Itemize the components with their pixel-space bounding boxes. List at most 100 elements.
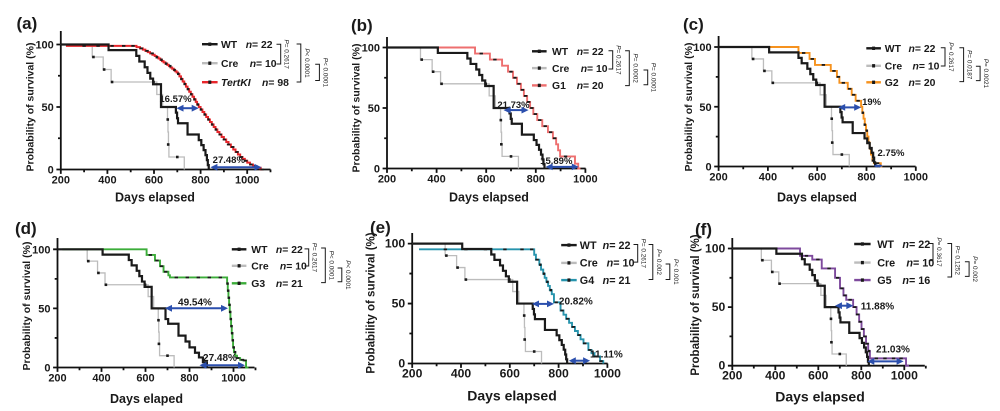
svg-text:400: 400 — [98, 175, 116, 187]
svg-text:800: 800 — [180, 373, 198, 385]
svg-text:Cre: Cre — [221, 59, 239, 70]
svg-text:49.54%: 49.54% — [178, 298, 212, 309]
svg-text:800: 800 — [191, 175, 209, 187]
svg-text:200: 200 — [378, 174, 396, 186]
svg-text:600: 600 — [808, 369, 829, 383]
svg-text:50: 50 — [38, 303, 50, 315]
svg-text:P= 0.002: P= 0.002 — [655, 249, 662, 275]
svg-text:WT: WT — [580, 240, 597, 252]
svg-text:1000: 1000 — [235, 175, 259, 187]
svg-text:P< 0.0001: P< 0.0001 — [303, 48, 310, 78]
svg-text:200: 200 — [722, 369, 743, 383]
svg-text:n= 10: n= 10 — [913, 62, 940, 73]
svg-text:100: 100 — [693, 42, 711, 54]
svg-text:TertKI: TertKI — [221, 78, 252, 89]
svg-text:Cre: Cre — [580, 258, 598, 270]
svg-text:P= 0.3617: P= 0.3617 — [935, 237, 942, 267]
svg-text:Probability of survival (%): Probability of survival (%) — [25, 43, 37, 172]
svg-text:P< 0.001: P< 0.001 — [672, 259, 679, 285]
svg-text:0: 0 — [48, 165, 54, 177]
svg-text:50: 50 — [392, 297, 406, 311]
svg-text:WT: WT — [885, 44, 902, 55]
svg-text:P= 0.002: P= 0.002 — [971, 256, 978, 282]
svg-text:Days elaped: Days elaped — [110, 392, 183, 406]
svg-text:200: 200 — [48, 373, 66, 385]
svg-text:100: 100 — [705, 242, 726, 256]
svg-text:800: 800 — [857, 172, 875, 184]
svg-text:400: 400 — [765, 369, 786, 383]
svg-text:Probability of survival (%): Probability of survival (%) — [683, 43, 695, 172]
svg-text:P= 0.0001: P= 0.0001 — [650, 63, 657, 93]
svg-text:Cre: Cre — [251, 262, 269, 273]
svg-text:n= 22: n= 22 — [909, 44, 936, 55]
svg-text:Days elapsed: Days elapsed — [449, 191, 529, 205]
svg-text:P< 0.0001: P< 0.0001 — [321, 58, 328, 88]
svg-text:16.57%: 16.57% — [159, 94, 192, 105]
svg-text:n= 22: n= 22 — [246, 40, 273, 51]
svg-text:50: 50 — [368, 103, 380, 115]
svg-text:600: 600 — [145, 175, 163, 187]
svg-text:100: 100 — [385, 237, 406, 251]
svg-text:n= 10: n= 10 — [581, 64, 608, 75]
svg-text:50: 50 — [699, 102, 711, 114]
svg-text:0: 0 — [705, 162, 711, 174]
svg-text:21.03%: 21.03% — [876, 345, 910, 356]
svg-text:Cre: Cre — [885, 62, 903, 73]
svg-text:50: 50 — [712, 300, 726, 314]
svg-text:Probability of survival (%): Probability of survival (%) — [21, 242, 33, 371]
svg-text:P= 0.2617: P= 0.2617 — [640, 239, 647, 269]
svg-text:n= 20: n= 20 — [577, 81, 604, 92]
svg-text:20.82%: 20.82% — [559, 297, 593, 308]
svg-text:n= 20: n= 20 — [909, 78, 936, 89]
svg-text:21.73%: 21.73% — [497, 100, 530, 111]
svg-text:(f): (f) — [695, 220, 712, 239]
svg-text:400: 400 — [451, 367, 472, 381]
svg-text:1000: 1000 — [904, 172, 928, 184]
svg-text:11.88%: 11.88% — [861, 301, 894, 312]
svg-text:P< 0.0001: P< 0.0001 — [344, 260, 351, 290]
svg-text:WT: WT — [877, 239, 894, 251]
svg-text:600: 600 — [136, 373, 154, 385]
svg-text:15.89%: 15.89% — [540, 156, 573, 167]
svg-text:G4: G4 — [580, 275, 594, 287]
svg-text:400: 400 — [92, 373, 110, 385]
svg-text:(b): (b) — [351, 16, 373, 35]
svg-text:Probability of survival (%): Probability of survival (%) — [366, 232, 378, 373]
svg-text:27.48%: 27.48% — [203, 353, 237, 364]
svg-text:800: 800 — [527, 174, 545, 186]
svg-text:n= 22: n= 22 — [902, 239, 930, 251]
svg-text:n= 10: n= 10 — [607, 258, 635, 270]
svg-text:Probability of survival (%): Probability of survival (%) — [690, 234, 702, 375]
svg-text:n= 22: n= 22 — [276, 245, 303, 256]
svg-text:Days elapsed: Days elapsed — [467, 388, 557, 404]
svg-text:50: 50 — [42, 102, 54, 114]
svg-text:P< 0.0001: P< 0.0001 — [327, 251, 334, 281]
svg-text:0: 0 — [374, 164, 380, 176]
svg-text:600: 600 — [500, 367, 521, 381]
svg-text:600: 600 — [477, 174, 495, 186]
svg-text:P= 0.2617: P= 0.2617 — [615, 45, 622, 75]
svg-text:200: 200 — [52, 175, 70, 187]
svg-text:2.75%: 2.75% — [878, 148, 905, 159]
svg-text:G5: G5 — [877, 275, 891, 287]
svg-text:200: 200 — [709, 172, 727, 184]
svg-text:G3: G3 — [251, 279, 265, 290]
svg-text:600: 600 — [808, 172, 826, 184]
svg-text:n= 10: n= 10 — [280, 262, 307, 273]
svg-text:n= 21: n= 21 — [603, 275, 631, 287]
svg-text:1000: 1000 — [891, 369, 918, 383]
svg-text:0: 0 — [719, 359, 726, 373]
svg-text:Days elapsed: Days elapsed — [777, 191, 857, 205]
svg-text:Cre: Cre — [552, 64, 570, 75]
svg-text:100: 100 — [32, 244, 50, 256]
svg-text:Days elapsed: Days elapsed — [775, 389, 865, 405]
svg-text:1000: 1000 — [573, 174, 597, 186]
svg-text:100: 100 — [362, 43, 380, 55]
svg-text:400: 400 — [759, 172, 777, 184]
svg-text:100: 100 — [35, 40, 53, 52]
svg-text:(e): (e) — [370, 218, 391, 237]
svg-text:11.11%: 11.11% — [590, 350, 623, 361]
svg-text:1000: 1000 — [594, 367, 621, 381]
svg-text:G1: G1 — [552, 81, 566, 92]
svg-text:P= 0.0021: P= 0.0021 — [982, 59, 989, 89]
